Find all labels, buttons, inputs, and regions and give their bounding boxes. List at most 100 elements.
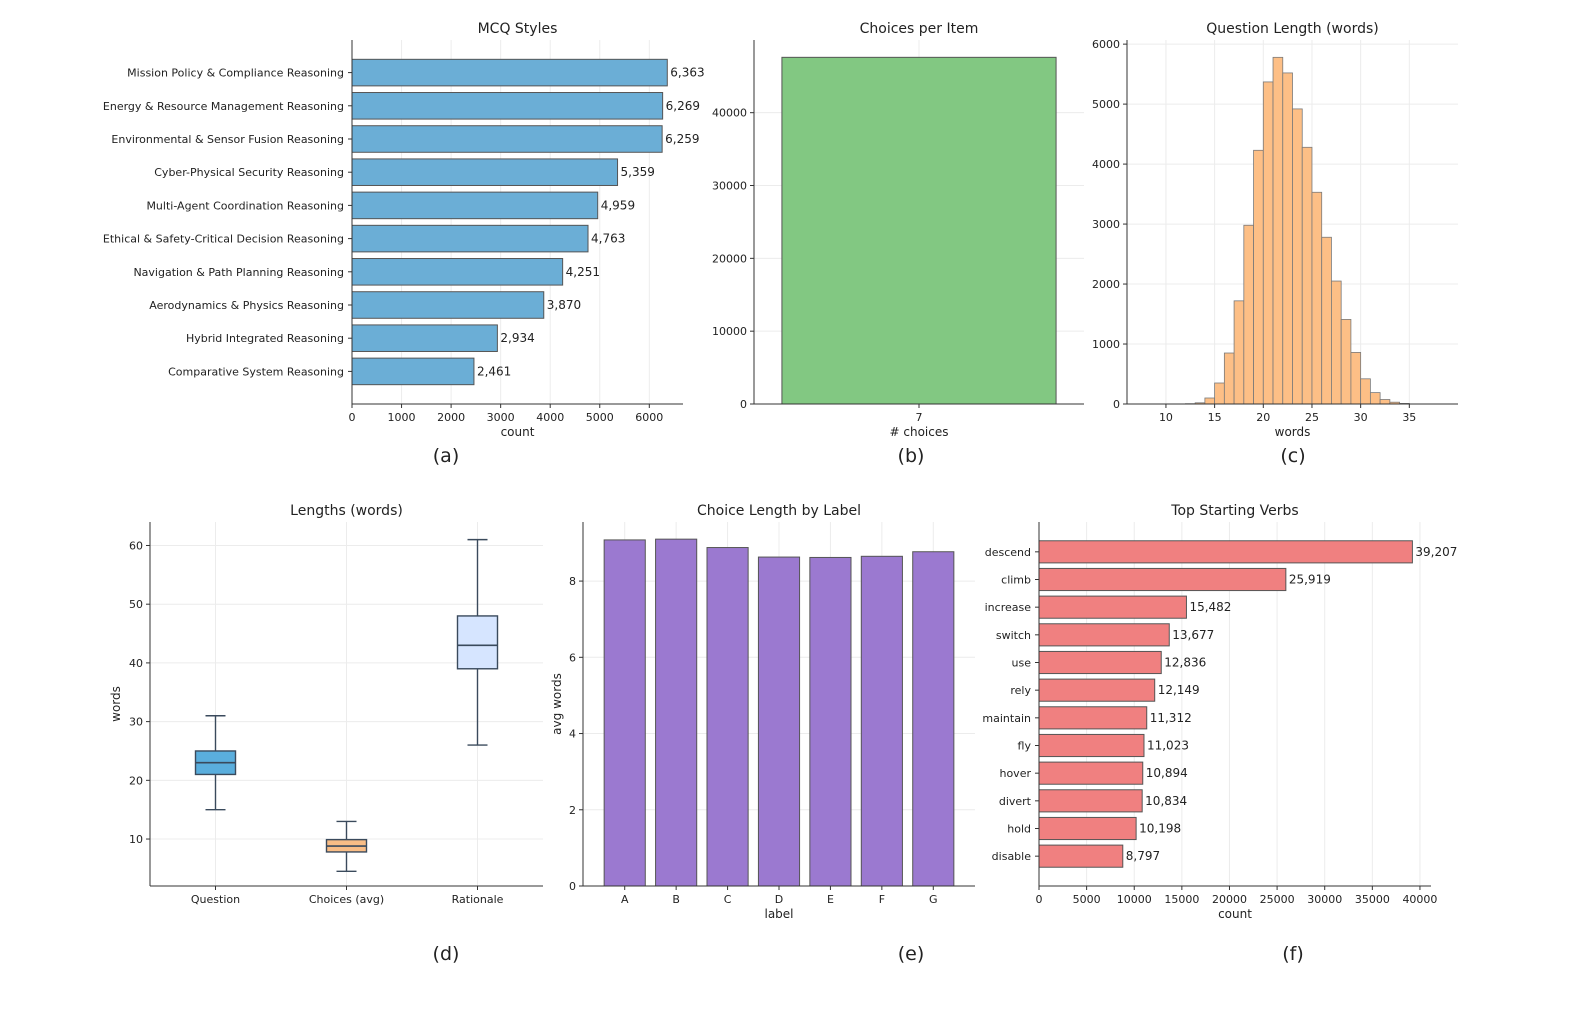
panel-e-category-label: D bbox=[775, 893, 783, 906]
panel-b-bar bbox=[781, 56, 1057, 405]
panel-a-x-tick-label: 1000 bbox=[388, 411, 416, 424]
panel-a-bar-value-label: 6,259 bbox=[665, 132, 699, 146]
panel-a-bar-value-label: 6,269 bbox=[666, 99, 700, 113]
panel-e-category-label: E bbox=[827, 893, 834, 906]
panel-c-y-tick-label: 6000 bbox=[1092, 38, 1120, 51]
panel-f-category-label: hold bbox=[1007, 823, 1031, 836]
panel-a-category-label: Cyber-Physical Security Reasoning bbox=[154, 166, 344, 179]
panel-d-category-label: Choices (avg) bbox=[309, 893, 384, 906]
panel-f-category-label: use bbox=[1012, 657, 1032, 670]
panel-c-histogram-bar bbox=[1311, 191, 1323, 405]
panel-a-category-label: Environmental & Sensor Fusion Reasoning bbox=[111, 133, 344, 146]
panel-f-x-tick-label: 10000 bbox=[1117, 893, 1152, 906]
panel-a-x-tick-label: 3000 bbox=[487, 411, 515, 424]
panel-c-histogram-bar bbox=[1340, 319, 1352, 405]
panel-e-y-tick-label: 6 bbox=[569, 651, 576, 664]
panel-c-histogram-bar bbox=[1350, 352, 1362, 405]
panel-a-bar-value-label: 5,359 bbox=[621, 165, 655, 179]
panel-f-bar-value-label: 11,312 bbox=[1150, 711, 1192, 725]
panel-c-histogram-bar bbox=[1379, 399, 1391, 405]
panel-a-x-axis-label: count bbox=[501, 425, 535, 439]
panel-d-title: Lengths (words) bbox=[290, 503, 403, 519]
panel-d-y-tick-label: 60 bbox=[129, 539, 143, 552]
panel-c-y-tick-label: 2000 bbox=[1092, 278, 1120, 291]
panel-a-category-label: Multi-Agent Coordination Reasoning bbox=[146, 199, 344, 212]
panel-e-bar bbox=[912, 551, 955, 887]
panel-c-y-tick-label: 3000 bbox=[1092, 218, 1120, 231]
panel-f-bar-value-label: 10,894 bbox=[1146, 766, 1188, 780]
panel-a-bar bbox=[351, 158, 619, 186]
panel-f-category-label: increase bbox=[985, 601, 1032, 614]
panel-f-bar-value-label: 8,797 bbox=[1126, 849, 1160, 863]
panel-e-bar bbox=[809, 556, 852, 887]
panel-f-bar-value-label: 12,149 bbox=[1158, 683, 1200, 697]
panel-a-bar bbox=[351, 258, 564, 286]
panel-b-y-tick-label: 40000 bbox=[712, 107, 747, 120]
panel-a-x-tick-label: 5000 bbox=[586, 411, 614, 424]
panel-a-category-label: Navigation & Path Planning Reasoning bbox=[133, 266, 344, 279]
panel-c-histogram-bar bbox=[1369, 392, 1381, 405]
panel-e-y-tick-label: 2 bbox=[569, 804, 576, 817]
panel-e-category-label: C bbox=[724, 893, 732, 906]
panel-f-bar bbox=[1038, 678, 1156, 702]
panel-f-x-tick-label: 35000 bbox=[1355, 893, 1390, 906]
panel-c-x-axis-label: words bbox=[1275, 425, 1311, 439]
panel-f-bar bbox=[1038, 540, 1413, 564]
panel-e-y-tick-label: 4 bbox=[569, 728, 576, 741]
panel-a-bar bbox=[351, 291, 545, 319]
panel-a-bar-value-label: 6,363 bbox=[670, 66, 704, 80]
panel-b-x-axis-label: # choices bbox=[890, 425, 949, 439]
panel-c-histogram-bar bbox=[1331, 280, 1342, 405]
panel-e-bar bbox=[860, 555, 903, 887]
panel-a-category-label: Comparative System Reasoning bbox=[168, 365, 344, 378]
panel-c-histogram-bar bbox=[1360, 378, 1371, 405]
panel-f-x-tick-label: 15000 bbox=[1164, 893, 1199, 906]
panel-d-category-label: Rationale bbox=[452, 893, 504, 906]
panel-a-bar bbox=[351, 191, 599, 220]
panel-b-y-tick-label: 20000 bbox=[712, 252, 747, 265]
panel-c-y-tick-label: 0 bbox=[1113, 398, 1120, 411]
panel-b-y-tick-label: 0 bbox=[740, 398, 747, 411]
panel-f-category-label: rely bbox=[1010, 684, 1031, 697]
panel-c-x-tick-label: 10 bbox=[1159, 411, 1173, 424]
panel-f-x-tick-label: 30000 bbox=[1307, 893, 1342, 906]
panel-e-x-axis-label: label bbox=[764, 907, 793, 921]
panel-e-title: Choice Length by Label bbox=[697, 503, 861, 519]
panel-a-title: MCQ Styles bbox=[478, 21, 558, 37]
panel-f-bar bbox=[1038, 595, 1187, 619]
panel-a-x-tick-label: 0 bbox=[349, 411, 356, 424]
panel-f-category-label: hover bbox=[999, 767, 1031, 780]
panel-a-bar bbox=[351, 58, 668, 87]
panel-d-caption: (d) bbox=[433, 943, 460, 965]
panel-c-y-tick-label: 4000 bbox=[1092, 158, 1120, 171]
panel-f-bar bbox=[1038, 789, 1143, 813]
panel-c-x-tick-label: 35 bbox=[1402, 411, 1416, 424]
panel-c-histogram-bar bbox=[1243, 224, 1254, 405]
panel-c-x-tick-label: 15 bbox=[1208, 411, 1222, 424]
panel-d-y-tick-label: 40 bbox=[129, 657, 143, 670]
panel-a-category-label: Energy & Resource Management Reasoning bbox=[103, 100, 344, 113]
panel-f-x-tick-label: 25000 bbox=[1260, 893, 1295, 906]
panel-c-histogram-bar bbox=[1321, 236, 1332, 405]
panel-f-category-label: divert bbox=[999, 795, 1032, 808]
panel-f-category-label: maintain bbox=[982, 712, 1031, 725]
panel-f-bar-value-label: 12,836 bbox=[1164, 656, 1206, 670]
panel-a-category-label: Mission Policy & Compliance Reasoning bbox=[127, 67, 344, 80]
panel-f-bar-value-label: 11,023 bbox=[1147, 739, 1189, 753]
panel-c-histogram-bar bbox=[1301, 146, 1313, 405]
panel-f-bar bbox=[1038, 761, 1144, 785]
panel-f-category-label: descend bbox=[985, 546, 1031, 559]
panel-d-y-tick-label: 10 bbox=[129, 833, 143, 846]
panel-f-category-label: climb bbox=[1001, 574, 1031, 587]
panel-e-caption: (e) bbox=[898, 943, 925, 965]
panel-c-x-tick-label: 30 bbox=[1354, 411, 1368, 424]
panel-e-bar bbox=[655, 538, 698, 887]
panel-f-bar bbox=[1038, 844, 1124, 868]
panel-a-category-label: Ethical & Safety-Critical Decision Reaso… bbox=[103, 233, 344, 246]
panel-f-bar-value-label: 39,207 bbox=[1415, 545, 1457, 559]
panel-e-y-tick-label: 8 bbox=[569, 575, 576, 588]
panel-a-bar bbox=[351, 324, 498, 352]
panel-f-bar-value-label: 13,677 bbox=[1172, 628, 1214, 642]
panel-e-bar bbox=[757, 556, 801, 887]
panel-b-y-tick-label: 30000 bbox=[712, 180, 747, 193]
